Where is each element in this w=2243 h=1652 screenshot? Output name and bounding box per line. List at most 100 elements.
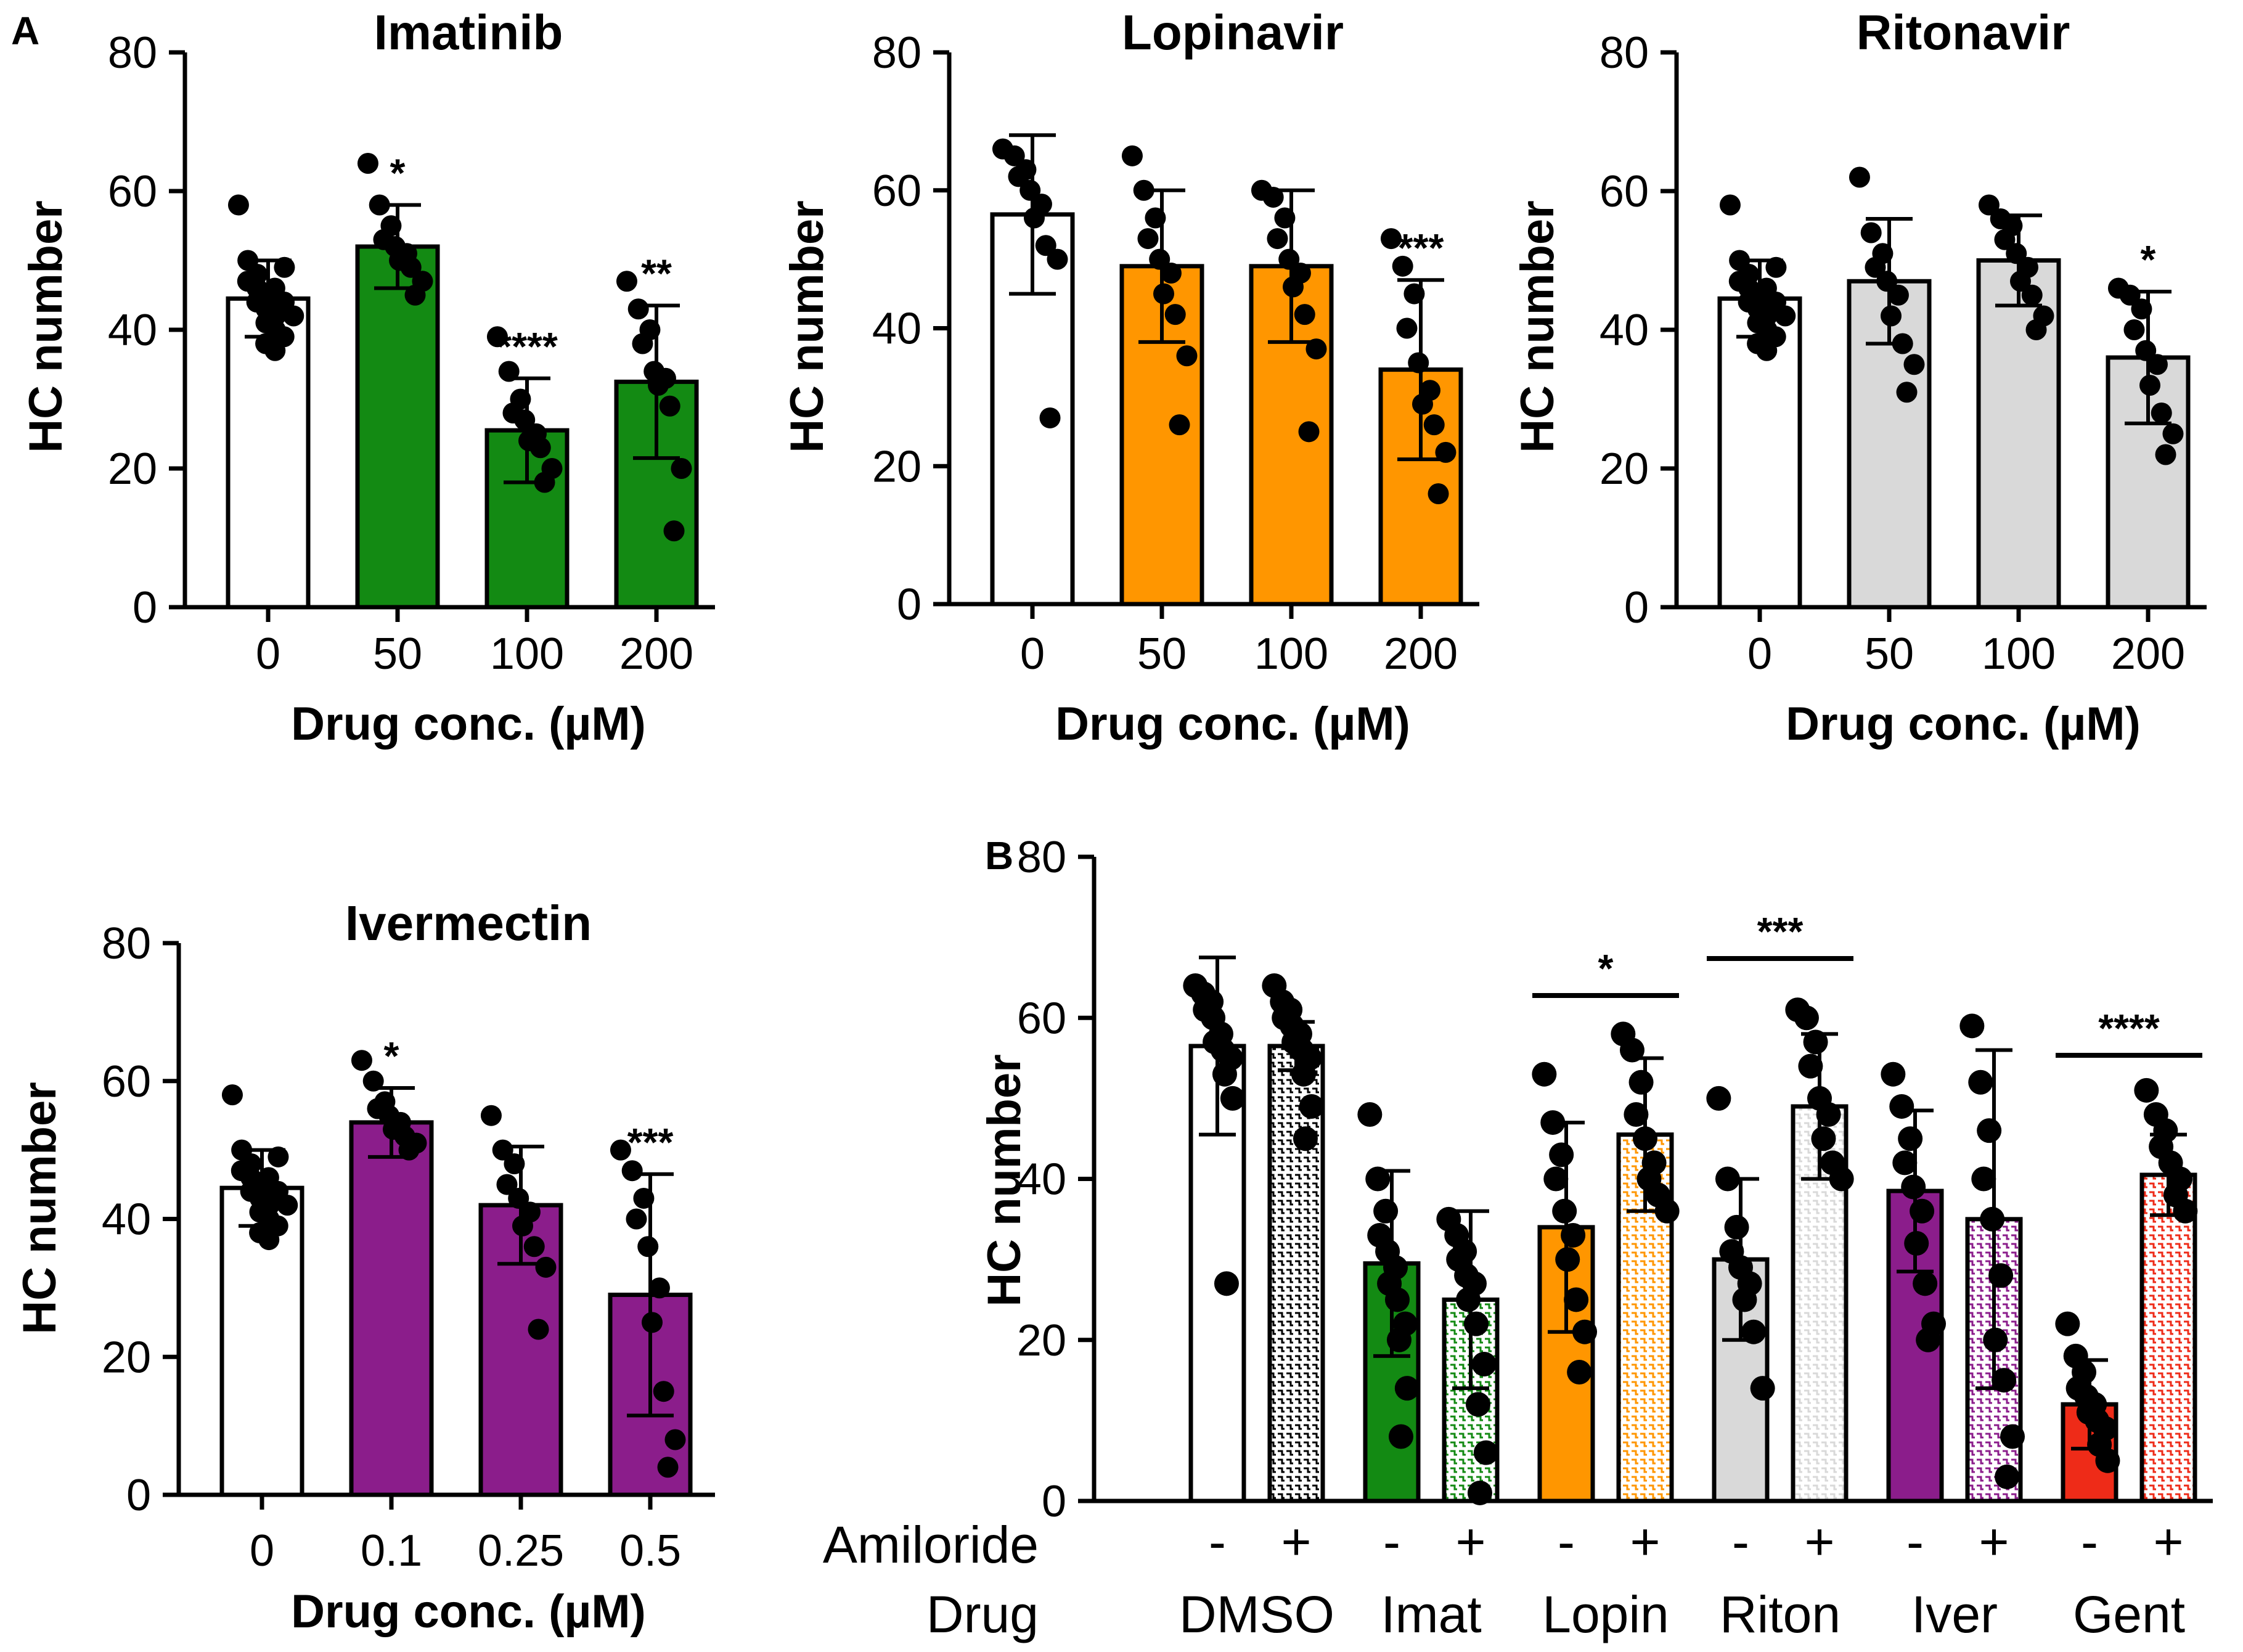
data-point bbox=[1423, 414, 1445, 436]
data-point bbox=[2009, 271, 2031, 292]
data-point bbox=[1994, 229, 2016, 250]
data-point bbox=[2155, 444, 2176, 465]
data-point bbox=[1903, 354, 1925, 375]
data-point bbox=[1719, 194, 1741, 216]
x-axis-label: Drug conc. (µM) bbox=[1055, 698, 1410, 750]
data-point bbox=[1267, 228, 1288, 250]
data-point bbox=[1892, 333, 1913, 354]
data-point bbox=[663, 520, 685, 542]
drug-label: Lopin bbox=[1542, 1585, 1669, 1643]
data-point bbox=[2131, 298, 2152, 320]
data-point bbox=[274, 256, 295, 278]
data-point bbox=[1532, 1061, 1557, 1087]
data-point bbox=[664, 1429, 686, 1450]
y-tick-label: 20 bbox=[102, 1333, 151, 1382]
bar bbox=[1717, 296, 1802, 610]
x-tick-label: 0.25 bbox=[478, 1526, 564, 1576]
data-point bbox=[1299, 1094, 1324, 1119]
data-point bbox=[626, 1208, 647, 1230]
drug-label: Imat bbox=[1381, 1585, 1481, 1643]
x-tick-label: 0 bbox=[250, 1526, 274, 1576]
data-point bbox=[632, 333, 653, 354]
data-point bbox=[1860, 222, 1882, 243]
y-tick-label: 60 bbox=[108, 167, 157, 216]
data-point bbox=[1881, 1061, 1906, 1087]
data-point bbox=[277, 1195, 298, 1216]
data-point bbox=[504, 1153, 525, 1174]
data-point bbox=[671, 458, 692, 479]
amiloride-sign: - bbox=[1558, 1513, 1575, 1571]
data-point bbox=[1388, 1424, 1413, 1449]
bar bbox=[1363, 1261, 1421, 1503]
data-point bbox=[1750, 1376, 1775, 1401]
data-point bbox=[529, 437, 551, 459]
y-tick-label: 20 bbox=[1600, 444, 1649, 494]
data-point bbox=[1465, 1392, 1490, 1417]
data-point bbox=[1278, 248, 1300, 270]
y-tick-label: 0 bbox=[126, 1471, 151, 1520]
x-tick-label: 200 bbox=[1384, 629, 1458, 679]
data-point bbox=[486, 326, 508, 348]
y-tick-label: 40 bbox=[1017, 1155, 1066, 1204]
x-axis-label: Drug conc. (µM) bbox=[291, 1585, 646, 1638]
data-point bbox=[1408, 352, 1429, 374]
data-point bbox=[1724, 1214, 1749, 1240]
significance-label: * bbox=[2141, 237, 2156, 282]
data-point bbox=[1169, 414, 1190, 436]
chart-title: Imatinib bbox=[374, 5, 563, 60]
data-point bbox=[1628, 1069, 1654, 1095]
x-tick-label: 100 bbox=[1982, 629, 2056, 679]
data-point bbox=[1619, 1037, 1644, 1063]
data-point bbox=[1137, 228, 1159, 250]
panel-label-b: B bbox=[985, 833, 1013, 878]
chart-ritonavir: Ritonavir HC number Drug conc. (µM) 0 20 40 60… bbox=[1511, 5, 2207, 750]
data-point bbox=[1357, 1102, 1383, 1127]
data-point bbox=[1153, 283, 1174, 305]
data-point bbox=[2162, 423, 2184, 444]
data-point bbox=[512, 1215, 533, 1237]
amiloride-sign: - bbox=[1383, 1513, 1400, 1571]
data-point bbox=[1298, 421, 1320, 443]
data-point bbox=[1971, 1166, 1996, 1192]
data-point bbox=[2055, 1311, 2080, 1336]
y-tick-label: 80 bbox=[872, 28, 921, 78]
data-point bbox=[633, 1187, 655, 1209]
y-axis-label: HC number bbox=[978, 1054, 1031, 1307]
data-point bbox=[1992, 1368, 2017, 1393]
chart-title: Lopinavir bbox=[1122, 5, 1344, 60]
data-point bbox=[2139, 375, 2160, 396]
data-point bbox=[523, 1236, 545, 1257]
x-axis-label: Drug conc. (µM) bbox=[291, 698, 646, 750]
data-point bbox=[2146, 354, 2168, 375]
data-point bbox=[369, 194, 390, 216]
data-point bbox=[1214, 1271, 1239, 1296]
drug-label: DMSO bbox=[1179, 1585, 1334, 1643]
x-tick-label: 0.5 bbox=[619, 1526, 681, 1576]
amiloride-sign: - bbox=[1732, 1513, 1749, 1571]
data-point bbox=[1887, 284, 1909, 306]
significance-label: *** bbox=[627, 1120, 674, 1164]
data-point bbox=[648, 1277, 670, 1299]
data-point bbox=[1794, 1005, 1819, 1031]
significance-label: *** bbox=[1757, 909, 1804, 954]
x-tick-label: 0 bbox=[1020, 629, 1045, 679]
data-point bbox=[2119, 284, 2141, 306]
drug-label: Iver bbox=[1911, 1585, 1998, 1643]
data-point bbox=[1274, 207, 1296, 229]
y-tick-label: 60 bbox=[1600, 167, 1649, 216]
data-point bbox=[1829, 1166, 1854, 1192]
amiloride-sign: + bbox=[1979, 1513, 2009, 1571]
data-point bbox=[1549, 1142, 1574, 1167]
data-point bbox=[514, 409, 536, 431]
y-tick-label: 0 bbox=[1624, 583, 1649, 632]
bar bbox=[349, 1120, 434, 1497]
data-point bbox=[400, 256, 422, 278]
data-point bbox=[1995, 1464, 2020, 1489]
y-tick-label: 20 bbox=[872, 442, 921, 491]
data-point bbox=[1849, 166, 1870, 188]
data-point bbox=[616, 271, 637, 292]
y-tick-label: 0 bbox=[133, 583, 157, 632]
significance-label: ** bbox=[641, 251, 672, 296]
bar bbox=[355, 244, 440, 610]
